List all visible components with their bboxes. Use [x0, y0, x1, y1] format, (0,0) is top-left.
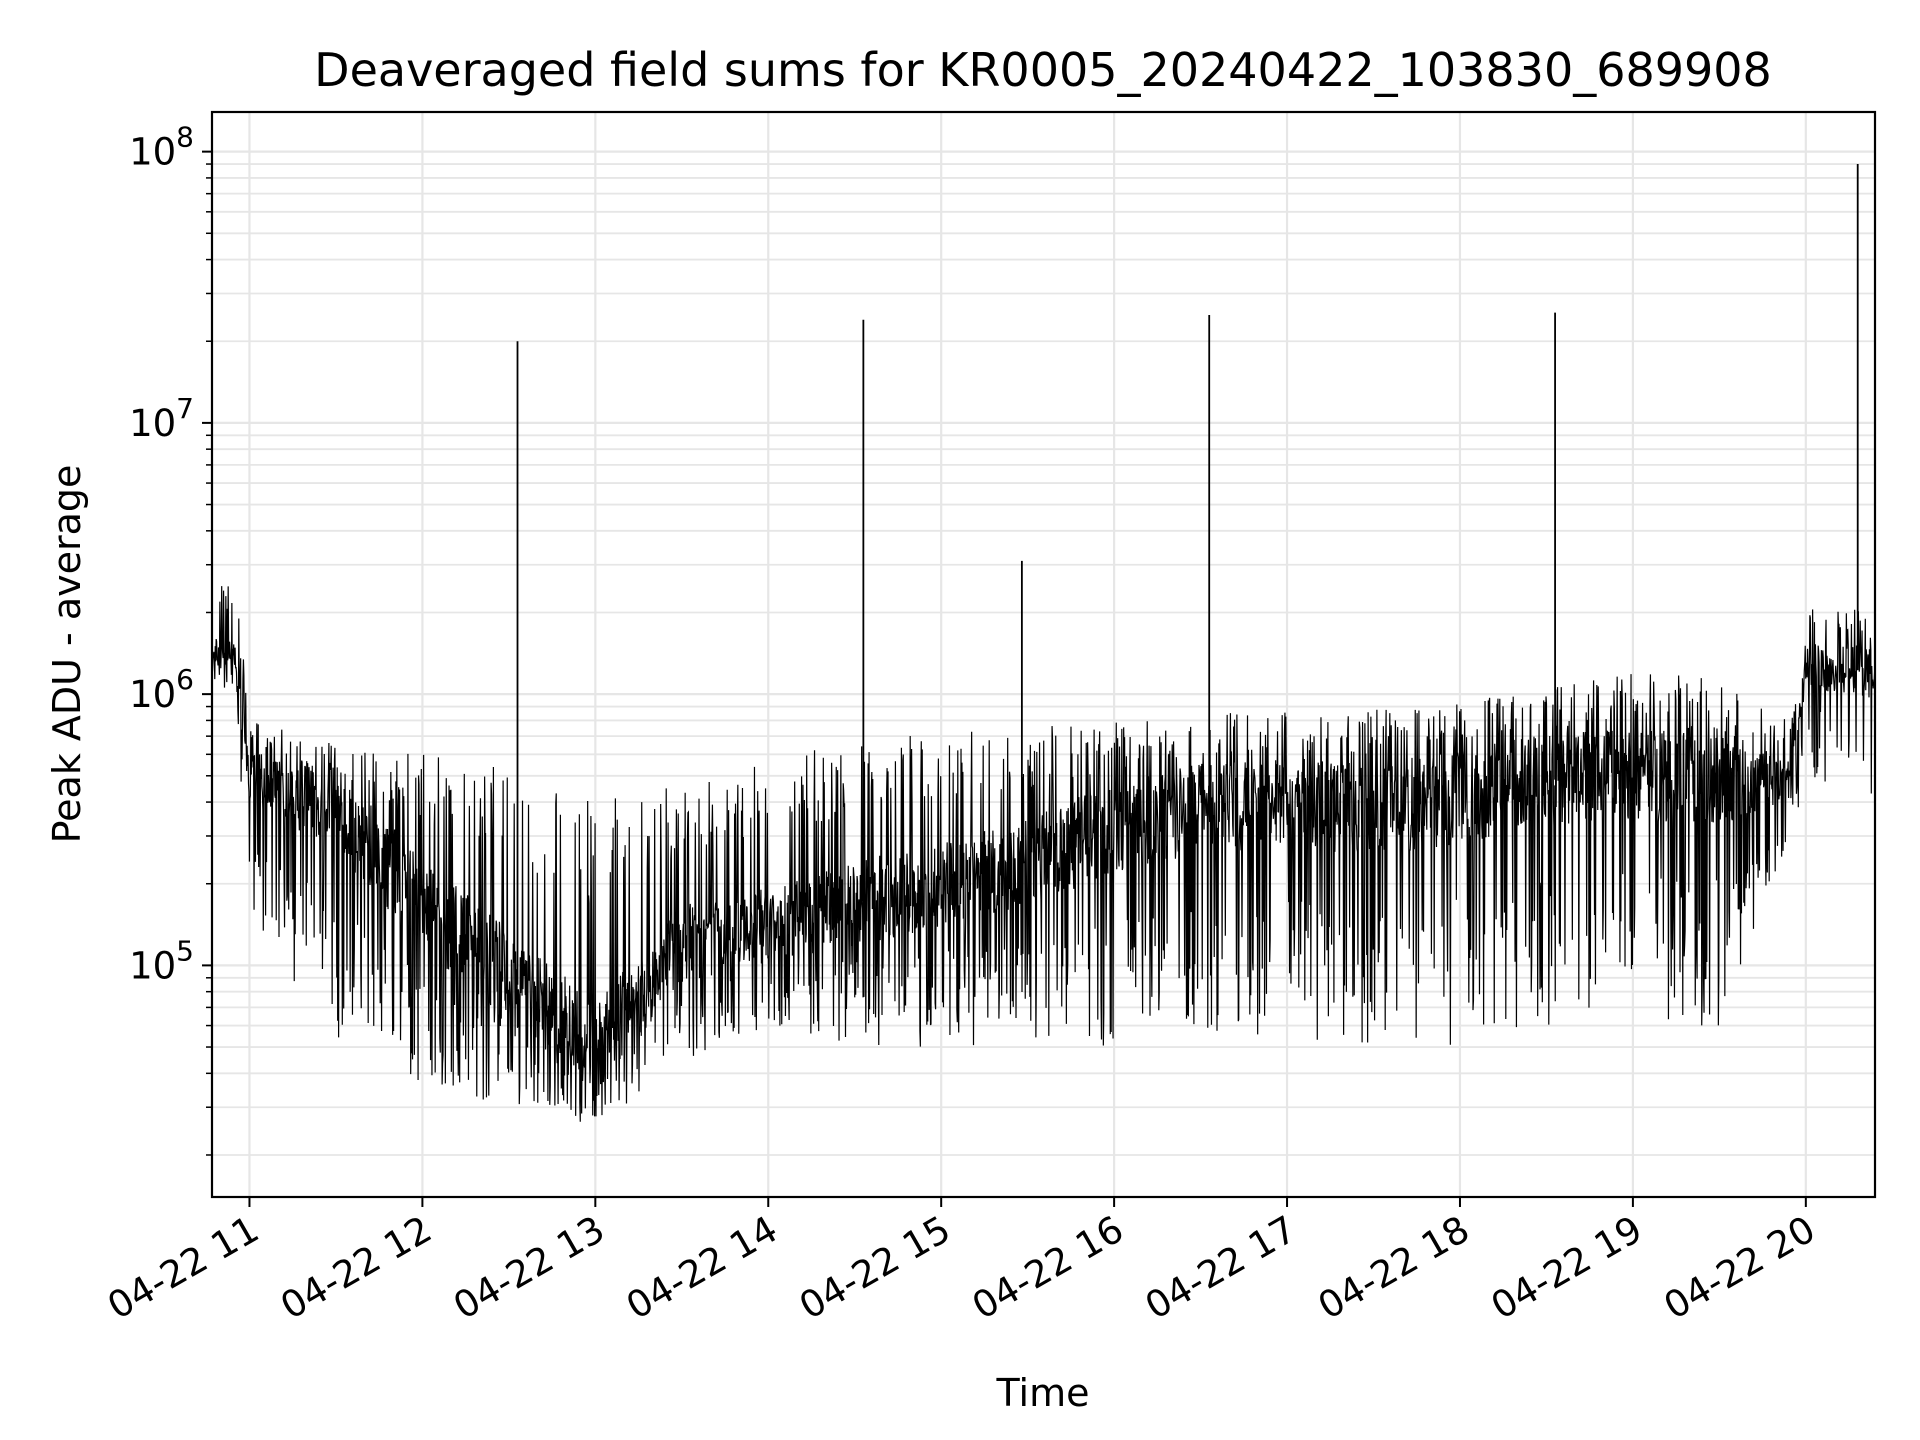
y-tick-exponent: 6	[176, 663, 194, 696]
y-tick-exponent: 7	[176, 392, 194, 425]
y-tick-exponent: 5	[176, 934, 194, 967]
data-line	[211, 586, 1876, 1122]
y-axis-label: Peak ADU - average	[45, 465, 89, 844]
y-tick-exponent: 8	[176, 121, 194, 154]
y-tick-base: 10	[129, 944, 176, 987]
y-tick-label: 105	[129, 934, 194, 987]
y-tick-base: 10	[129, 673, 176, 716]
plot-area	[211, 164, 1876, 1122]
x-axis-label: Time	[996, 1371, 1090, 1415]
axes-frame	[210, 110, 1877, 1199]
y-tick-base: 10	[129, 402, 176, 445]
y-tick-base: 10	[129, 131, 176, 174]
y-tick-label: 106	[129, 663, 194, 716]
y-tick-label: 107	[129, 392, 194, 445]
y-tick-label: 108	[129, 121, 194, 174]
chart-title: Deaveraged field sums for KR0005_2024042…	[314, 43, 1772, 97]
